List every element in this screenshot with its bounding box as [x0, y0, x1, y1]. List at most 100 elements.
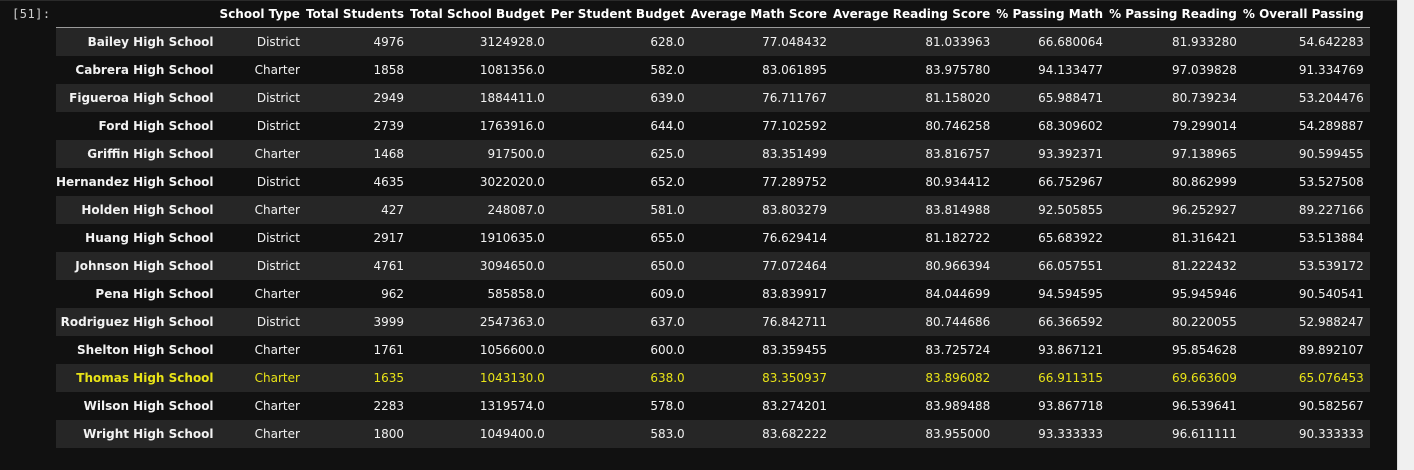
cell-reading: 83.725724 — [925, 343, 991, 357]
cell-pass-math: 94.133477 — [1038, 63, 1104, 77]
cell-reading: 80.966394 — [925, 259, 991, 273]
cell-budget: 1763916.0 — [479, 119, 545, 133]
column-header: Total School Budget — [409, 0, 551, 28]
cell-per-student: 600.0 — [650, 343, 685, 357]
cell-budget: 1910635.0 — [479, 231, 545, 245]
cell-reading: 80.746258 — [925, 119, 991, 133]
table-row: Rodriguez High School District 3999 2547363… — [56, 308, 1370, 336]
cell-reading: 83.989488 — [925, 399, 991, 413]
cell-per-student: 583.0 — [650, 427, 685, 441]
cell-students: 2739 — [373, 119, 404, 133]
table-row: Thomas High School Charter 1635 1043130.0 63… — [56, 364, 1370, 392]
cell-overall: 54.289887 — [1298, 119, 1364, 133]
cell-pass-reading: 96.611111 — [1171, 427, 1237, 441]
cell-overall: 90.582567 — [1298, 399, 1364, 413]
cell-pass-reading: 97.138965 — [1171, 147, 1237, 161]
cell-reading: 83.975780 — [925, 63, 991, 77]
cell-type: District — [256, 119, 300, 133]
cell-students: 4761 — [373, 259, 404, 273]
cell-pass-reading: 69.663609 — [1171, 371, 1237, 385]
column-header: % Overall Passing — [1242, 0, 1370, 28]
row-index-school-name: Hernandez High School — [56, 175, 214, 189]
cell-pass-math: 66.680064 — [1038, 35, 1104, 49]
cell-pass-reading: 95.854628 — [1171, 343, 1237, 357]
column-header: Average Math Score — [690, 0, 833, 28]
cell-per-student: 655.0 — [650, 231, 685, 245]
table-row: Cabrera High School Charter 1858 1081356.0 5… — [56, 56, 1370, 84]
cell-overall: 91.334769 — [1298, 63, 1364, 77]
cell-math: 83.803279 — [762, 203, 827, 217]
table-row: Wilson High School Charter 2283 1319574.0 57… — [56, 392, 1370, 420]
dataframe-container: School Type Total Students Total School … — [56, 0, 1370, 448]
cell-students: 1858 — [373, 63, 404, 77]
cell-budget: 3022020.0 — [479, 175, 545, 189]
row-index-school-name: Wilson High School — [83, 399, 214, 413]
cell-type: Charter — [254, 399, 300, 413]
cell-overall: 53.527508 — [1298, 175, 1364, 189]
cell-math: 83.682222 — [762, 427, 827, 441]
table-row: Shelton High School Charter 1761 1056600.0 6… — [56, 336, 1370, 364]
cell-type: District — [256, 315, 300, 329]
cell-pass-reading: 97.039828 — [1171, 63, 1237, 77]
cell-reading: 83.814988 — [925, 203, 991, 217]
cell-pass-reading: 96.252927 — [1171, 203, 1237, 217]
cell-students: 962 — [381, 287, 404, 301]
cell-pass-math: 65.988471 — [1038, 91, 1104, 105]
cell-type: District — [256, 259, 300, 273]
cell-pass-reading: 80.739234 — [1171, 91, 1237, 105]
cell-students: 4635 — [373, 175, 404, 189]
cell-pass-reading: 95.945946 — [1171, 287, 1237, 301]
cell-students: 2949 — [373, 91, 404, 105]
cell-per-student: 652.0 — [650, 175, 685, 189]
column-header: % Passing Math — [996, 0, 1110, 28]
cell-pass-math: 93.392371 — [1038, 147, 1104, 161]
cell-overall: 52.988247 — [1298, 315, 1364, 329]
cell-students: 1635 — [373, 371, 404, 385]
row-index-school-name: Ford High School — [98, 119, 214, 133]
cell-math: 83.359455 — [762, 343, 827, 357]
cell-per-student: 650.0 — [650, 259, 685, 273]
cell-pass-math: 92.505855 — [1038, 203, 1104, 217]
cell-pass-math: 93.867718 — [1038, 399, 1104, 413]
cell-students: 2917 — [373, 231, 404, 245]
cell-type: Charter — [254, 371, 300, 385]
cell-per-student: 582.0 — [650, 63, 685, 77]
cell-pass-reading: 81.316421 — [1171, 231, 1237, 245]
cell-pass-math: 66.366592 — [1038, 315, 1104, 329]
cell-budget: 248087.0 — [487, 203, 545, 217]
cell-per-student: 638.0 — [650, 371, 685, 385]
cell-per-student: 625.0 — [650, 147, 685, 161]
cell-budget: 585858.0 — [487, 287, 545, 301]
cell-overall: 89.227166 — [1298, 203, 1364, 217]
cell-budget: 1884411.0 — [479, 91, 545, 105]
school-summary-table: School Type Total Students Total School … — [56, 0, 1370, 448]
cell-students: 1761 — [373, 343, 404, 357]
vertical-scrollbar[interactable] — [1397, 0, 1414, 470]
cell-overall: 65.076453 — [1298, 371, 1364, 385]
column-header: School Type — [219, 0, 306, 28]
table-row: Bailey High School District 4976 3124928.0 6… — [56, 27, 1370, 56]
cell-pass-math: 68.309602 — [1038, 119, 1104, 133]
row-index-school-name: Johnson High School — [75, 259, 214, 273]
cell-reading: 84.044699 — [925, 287, 991, 301]
cell-type: Charter — [254, 427, 300, 441]
table-body: Bailey High School District 4976 3124928.0 6… — [56, 27, 1370, 448]
cell-math: 76.711767 — [762, 91, 827, 105]
cell-per-student: 628.0 — [650, 35, 685, 49]
table-header: School Type Total Students Total School … — [56, 0, 1370, 28]
cell-overall: 90.599455 — [1298, 147, 1364, 161]
cell-overall: 53.204476 — [1298, 91, 1364, 105]
row-index-school-name: Shelton High School — [77, 343, 214, 357]
cell-type: Charter — [254, 147, 300, 161]
cell-students: 427 — [381, 203, 404, 217]
row-index-school-name: Figueroa High School — [69, 91, 214, 105]
cell-overall: 53.539172 — [1298, 259, 1364, 273]
cell-overall: 90.333333 — [1298, 427, 1364, 441]
cell-pass-math: 94.594595 — [1038, 287, 1104, 301]
cell-reading: 80.934412 — [925, 175, 991, 189]
table-row: Holden High School Charter 427 248087.0 581.… — [56, 196, 1370, 224]
cell-overall: 89.892107 — [1298, 343, 1364, 357]
column-header: Average Reading Score — [832, 0, 997, 28]
cell-pass-math: 66.752967 — [1038, 175, 1104, 189]
